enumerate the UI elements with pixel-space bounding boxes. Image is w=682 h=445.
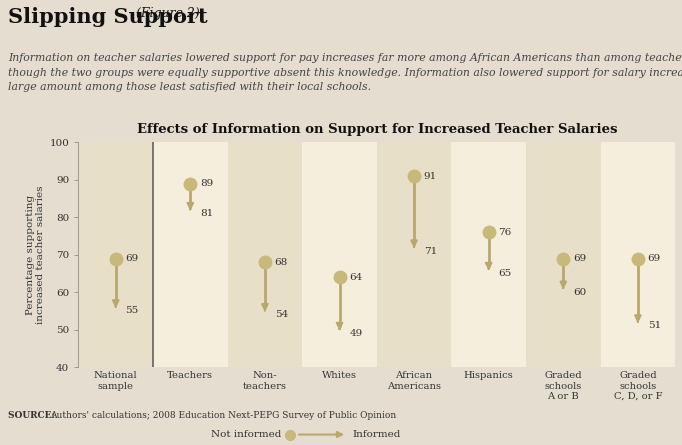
Bar: [78, 142, 153, 367]
Text: Slipping Support: Slipping Support: [8, 7, 208, 27]
Bar: [376, 142, 451, 367]
Text: 65: 65: [499, 269, 512, 278]
Bar: [451, 142, 526, 367]
Text: 68: 68: [275, 258, 288, 267]
Text: 51: 51: [648, 321, 661, 331]
Text: 69: 69: [573, 254, 587, 263]
Bar: [228, 142, 302, 367]
Bar: [601, 142, 675, 367]
Text: 81: 81: [200, 209, 213, 218]
Text: 55: 55: [125, 307, 138, 316]
Y-axis label: Percentage supporting
increased teacher salaries: Percentage supporting increased teacher …: [26, 186, 46, 324]
Text: 49: 49: [349, 329, 362, 338]
Text: 71: 71: [424, 247, 437, 255]
Bar: [302, 142, 376, 367]
Text: 91: 91: [424, 172, 437, 181]
Text: 54: 54: [275, 310, 288, 319]
Text: Authors' calculations; 2008 Education Next-PEPG Survey of Public Opinion: Authors' calculations; 2008 Education Ne…: [50, 411, 397, 420]
Text: 60: 60: [573, 288, 587, 297]
Bar: [153, 142, 228, 367]
Text: SOURCE:: SOURCE:: [8, 411, 58, 420]
Text: Not informed: Not informed: [211, 430, 281, 439]
Text: (Figure 2): (Figure 2): [128, 7, 199, 20]
Title: Effects of Information on Support for Increased Teacher Salaries: Effects of Information on Support for In…: [136, 123, 617, 136]
Text: 64: 64: [349, 273, 362, 282]
Text: 89: 89: [200, 179, 213, 188]
Text: 69: 69: [125, 254, 138, 263]
Text: Informed: Informed: [353, 430, 401, 439]
Text: Information on teacher salaries lowered support for pay increases far more among: Information on teacher salaries lowered …: [8, 53, 682, 92]
Text: 76: 76: [499, 228, 512, 237]
Text: 69: 69: [648, 254, 661, 263]
Bar: [526, 142, 601, 367]
